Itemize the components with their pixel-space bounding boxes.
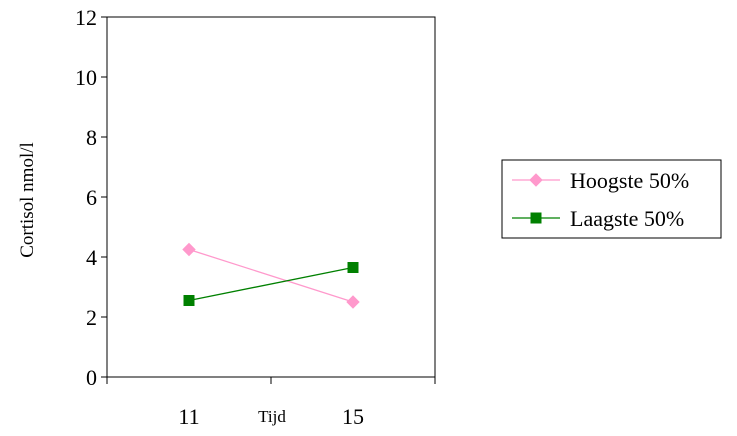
x-axis-ticks: 11 15: [106, 377, 436, 429]
x-axis-label: Tijd: [258, 407, 286, 426]
y-axis-ticks: 0 2 4 6 8 10 12: [75, 5, 107, 390]
data-point: [183, 295, 195, 306]
y-tick-label: 0: [86, 365, 97, 390]
y-tick-label: 8: [86, 125, 97, 150]
series-line: [188, 266, 354, 302]
series-layer: [182, 242, 360, 309]
legend-box: [501, 159, 722, 239]
legend-item: Laagste 50%: [512, 206, 684, 231]
x-tick-label: 11: [178, 404, 199, 429]
legend-item: Hoogste 50%: [512, 168, 689, 193]
y-tick-label: 6: [86, 185, 97, 210]
x-tick-label: 15: [342, 404, 364, 429]
legend-marker: [530, 212, 542, 224]
y-tick-label: 12: [75, 5, 97, 30]
series-1: [182, 242, 360, 309]
series-line: [188, 248, 354, 303]
y-tick-label: 4: [86, 245, 97, 270]
y-tick-label: 10: [75, 65, 97, 90]
plot-area: [106, 16, 436, 378]
legend: Hoogste 50% Laagste 50%: [501, 159, 722, 239]
legend-label: Laagste 50%: [570, 206, 684, 231]
y-tick-label: 2: [86, 305, 97, 330]
y-axis-label: Cortisol nmol/l: [17, 142, 38, 258]
series-2: [183, 262, 359, 306]
legend-marker: [529, 173, 543, 187]
data-point: [347, 262, 359, 273]
data-point: [182, 242, 196, 257]
legend-label: Hoogste 50%: [570, 168, 689, 193]
data-point: [346, 295, 360, 309]
